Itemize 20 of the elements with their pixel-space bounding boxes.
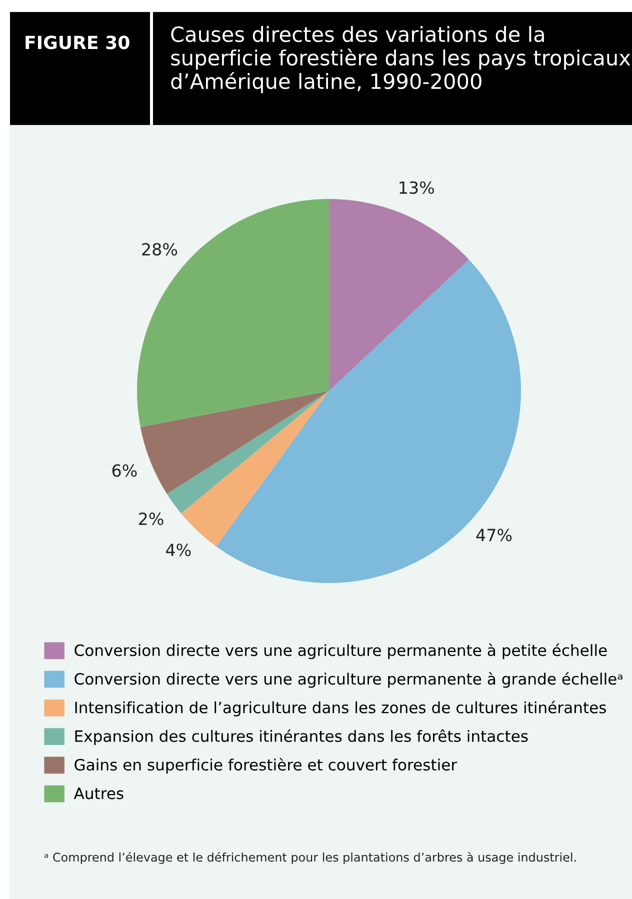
legend-label: Gains en superficie forestière et couvert forestier (74, 758, 458, 774)
legend-label: Conversion directe vers une agriculture permanente à grande échelleᵃ (74, 672, 622, 688)
pie-slice (166, 391, 329, 514)
caption: FIGURE 30 (26, 36, 130, 50)
data-label: 6% (112, 464, 137, 477)
data-label: 47% (476, 528, 512, 542)
pie-slice (140, 391, 329, 494)
data-label: 2% (139, 512, 164, 526)
pie-slice (329, 199, 469, 391)
legend-label: Autres (74, 788, 124, 800)
data-label: 13% (400, 181, 434, 194)
chart-title: Causes directes des variations de la superficie forestière dans les pays tropicaux d’Amérique latine, 1990-2000 (171, 26, 630, 94)
legend-label: Intensification de l’agriculture dans les zones de cultures itinérantes (75, 700, 606, 716)
text: ᵃ Comprend l’élevage et le défrichement pour les plantations d’arbres à usage industriel. (44, 852, 576, 864)
pie-slice (216, 260, 521, 583)
data-label: 4% (166, 544, 191, 556)
legend-label: Conversion directe vers une agriculture permanente à petite échelle (74, 643, 607, 660)
legend-label: Expansion des cultures itinérantes dans les forêts intactes (75, 729, 528, 746)
data-label: 28% (142, 242, 178, 256)
pie-slice (137, 199, 329, 427)
